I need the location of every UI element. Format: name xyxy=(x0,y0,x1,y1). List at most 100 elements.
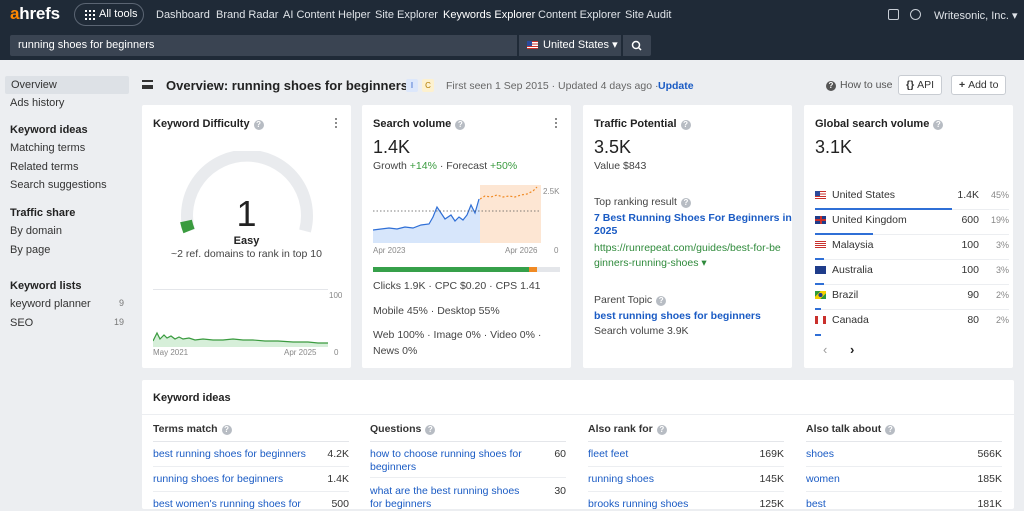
country-row[interactable]: Malaysia 100 3% xyxy=(815,235,1009,260)
country-select[interactable]: United States ▾ xyxy=(519,35,621,56)
intent-badge-commercial[interactable]: C xyxy=(422,79,434,92)
sidebar-item-search-suggestions[interactable]: Search suggestions xyxy=(10,179,107,191)
country-row[interactable]: United Kingdom 600 19% xyxy=(815,210,1009,235)
chevron-right-icon[interactable]: › xyxy=(850,342,855,357)
country-share-bar xyxy=(815,258,824,260)
update-link[interactable]: Update xyxy=(658,80,694,92)
kd-chart-min: 0 xyxy=(334,348,339,357)
kd-chart-max: 100 xyxy=(329,291,343,300)
divider xyxy=(806,491,1002,492)
traffic-potential-card: Traffic Potential? 3.5K Value $843 Top r… xyxy=(583,105,792,368)
parent-topic-label: Parent Topic? xyxy=(594,294,667,306)
help-icon[interactable]: ? xyxy=(656,296,667,306)
sv-click-bar xyxy=(373,267,560,272)
first-seen-text: First seen 1 Sep 2015 · Updated 4 days a… xyxy=(446,80,659,92)
nav-ai-content-helper[interactable]: AI Content Helper xyxy=(283,9,371,21)
column-header[interactable]: Questions? xyxy=(370,423,436,435)
country-row[interactable]: Australia 100 3% xyxy=(815,260,1009,285)
ideas-column-also-talk-about: Also talk about? shoes 566K women 185K bes… xyxy=(806,423,1002,510)
sidebar-header-keyword-lists: Keyword lists xyxy=(10,280,82,292)
sidebar-item-related-terms[interactable]: Related terms xyxy=(10,161,79,173)
window-icon[interactable] xyxy=(888,9,899,20)
column-header[interactable]: Also rank for? xyxy=(588,423,667,435)
help-icon[interactable]: ? xyxy=(221,425,232,435)
sidebar-item-by-domain[interactable]: By domain xyxy=(10,225,62,237)
country-share-bar xyxy=(815,308,821,310)
search-button[interactable] xyxy=(623,35,651,56)
help-icon: ? xyxy=(826,81,836,91)
keyword-difficulty-card: Keyword Difficulty? 1 Easy ~2 ref. domai… xyxy=(142,105,351,368)
top-ranking-title-link[interactable]: 7 Best Running Shoes For Beginners in xyxy=(594,212,792,224)
api-button[interactable]: {} API xyxy=(898,75,943,95)
malaysia-flag-icon xyxy=(815,241,826,249)
intent-badge-informational[interactable]: I xyxy=(406,79,418,92)
top-ranking-label: Top ranking result? xyxy=(594,196,691,208)
account-menu[interactable]: Writesonic, Inc. ▾ xyxy=(934,10,1018,22)
column-header[interactable]: Terms match? xyxy=(153,423,232,435)
help-icon[interactable]: ? xyxy=(455,120,466,130)
sv-title: Search volume? xyxy=(373,118,466,130)
ideas-column-also-rank-for: Also rank for? fleet feet 169K running sh… xyxy=(588,423,784,510)
ahrefs-logo[interactable]: ahrefs xyxy=(10,4,60,23)
chevron-left-icon[interactable]: ‹ xyxy=(823,342,828,357)
kd-date-start: May 2021 xyxy=(153,348,189,357)
country-share-bar xyxy=(815,334,821,336)
sv-history-chart xyxy=(373,185,541,243)
divider xyxy=(153,441,349,442)
nav-site-audit[interactable]: Site Audit xyxy=(625,9,672,21)
kd-title: Keyword Difficulty? xyxy=(153,118,264,130)
more-options-icon[interactable] xyxy=(555,117,557,128)
sidebar-item-matching-terms[interactable]: Matching terms xyxy=(10,142,86,154)
help-icon[interactable]: ? xyxy=(656,425,667,435)
top-ranking-url[interactable]: https://runrepeat.com/guides/best-for-be xyxy=(594,242,781,254)
top-ranking-title-link-cont[interactable]: 2025 xyxy=(594,225,618,237)
how-to-use-link[interactable]: ? How to use xyxy=(826,79,893,91)
keyword-search-input[interactable]: running shoes for beginners xyxy=(10,35,517,56)
divider xyxy=(153,491,349,492)
australia-flag-icon xyxy=(815,266,826,274)
keyword-ideas-panel: Keyword ideas Terms match? best running … xyxy=(142,380,1014,510)
nav-content-explorer[interactable]: Content Explorer xyxy=(538,9,621,21)
help-icon[interactable]: ? xyxy=(885,425,896,435)
us-flag-icon xyxy=(527,41,538,49)
parent-topic-link[interactable]: best running shoes for beginners xyxy=(594,310,761,322)
divider xyxy=(588,491,784,492)
kd-label: Easy xyxy=(233,235,260,247)
top-bar: ahrefs All tools Dashboard Brand Radar A… xyxy=(0,0,1024,60)
page-title: Overview: running shoes for beginners xyxy=(166,78,408,93)
sv-device-split: Mobile 45% · Desktop 55% xyxy=(373,305,500,317)
sidebar-item-overview[interactable]: Overview xyxy=(5,76,129,94)
sv-clicks-cpc-cps: Clicks 1.9K · CPC $0.20 · CPS 1.41 xyxy=(373,280,541,292)
top-ranking-url-cont[interactable]: ginners-running-shoes ▾ xyxy=(594,257,707,269)
menu-icon[interactable] xyxy=(142,80,153,89)
help-icon[interactable] xyxy=(910,9,921,20)
help-icon[interactable]: ? xyxy=(933,120,944,130)
help-icon[interactable]: ? xyxy=(425,425,436,435)
country-row[interactable]: Canada 80 2% xyxy=(815,310,1009,336)
nav-brand-radar[interactable]: Brand Radar xyxy=(216,9,279,21)
country-row[interactable]: Brazil 90 2% xyxy=(815,285,1009,310)
sidebar-item-ads-history[interactable]: Ads history xyxy=(10,97,65,109)
nav-site-explorer[interactable]: Site Explorer xyxy=(375,9,438,21)
country-row[interactable]: United States 1.4K 45% xyxy=(815,185,1009,210)
help-icon[interactable]: ? xyxy=(680,198,691,208)
more-options-icon[interactable] xyxy=(335,117,337,128)
sidebar-item-list-seo[interactable]: SEO 19 xyxy=(10,317,124,329)
help-icon[interactable]: ? xyxy=(253,120,264,130)
sidebar-header-keyword-ideas: Keyword ideas xyxy=(10,124,88,136)
nav-dashboard[interactable]: Dashboard xyxy=(156,9,210,21)
country-share-bar xyxy=(815,233,873,235)
sidebar-item-list-keyword-planner[interactable]: keyword planner 9 xyxy=(10,298,124,310)
kd-gauge xyxy=(180,151,313,234)
sidebar-header-traffic-share: Traffic share xyxy=(10,207,76,219)
column-header[interactable]: Also talk about? xyxy=(806,423,896,435)
help-icon[interactable]: ? xyxy=(680,120,691,130)
ideas-column-questions: Questions? how to choose running shoes f… xyxy=(370,423,566,510)
sv-value: 1.4K xyxy=(373,137,411,157)
nav-keywords-explorer[interactable]: Keywords Explorer xyxy=(443,9,536,21)
sidebar-item-by-page[interactable]: By page xyxy=(10,244,51,256)
divider xyxy=(806,466,1002,467)
add-to-button[interactable]: + Add to xyxy=(951,75,1007,95)
all-tools-button[interactable]: All tools xyxy=(74,3,144,26)
divider xyxy=(142,414,1014,415)
